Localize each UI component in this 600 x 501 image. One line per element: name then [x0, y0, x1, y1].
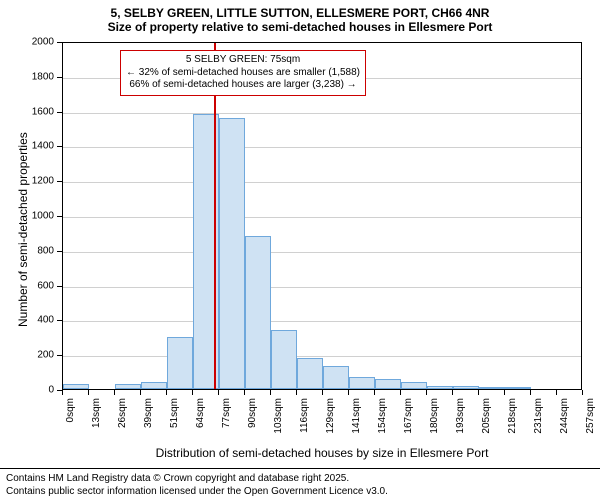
y-tick-mark [57, 251, 62, 252]
x-tick-label: 141sqm [351, 398, 362, 434]
x-tick-label: 13sqm [91, 398, 102, 428]
histogram-bar [427, 386, 452, 389]
x-tick-label: 77sqm [221, 398, 232, 428]
y-tick-mark [57, 77, 62, 78]
x-tick-mark [218, 390, 219, 395]
x-tick-label: 116sqm [299, 398, 310, 433]
y-tick-mark [57, 320, 62, 321]
x-tick-mark [88, 390, 89, 395]
callout-box: 5 SELBY GREEN: 75sqm← 32% of semi-detach… [120, 50, 366, 96]
gridline-h [63, 147, 581, 148]
x-tick-mark [244, 390, 245, 395]
histogram-bar [323, 366, 348, 389]
x-tick-label: 103sqm [273, 398, 284, 434]
x-tick-label: 39sqm [143, 398, 154, 428]
y-tick-label: 200 [24, 350, 54, 361]
y-tick-label: 1600 [24, 106, 54, 117]
x-tick-mark [582, 390, 583, 395]
x-tick-mark [166, 390, 167, 395]
x-tick-mark [504, 390, 505, 395]
histogram-bar [141, 382, 166, 389]
x-tick-mark [140, 390, 141, 395]
y-tick-label: 0 [24, 385, 54, 396]
y-tick-label: 1800 [24, 71, 54, 82]
gridline-h [63, 287, 581, 288]
y-tick-mark [57, 146, 62, 147]
histogram-bar [479, 387, 504, 389]
x-tick-mark [556, 390, 557, 395]
x-tick-label: 154sqm [377, 398, 388, 434]
x-tick-mark [374, 390, 375, 395]
chart-container: 5, SELBY GREEN, LITTLE SUTTON, ELLESMERE… [0, 0, 600, 500]
footer-line1: Contains HM Land Registry data © Crown c… [6, 472, 594, 485]
callout-line2: ← 32% of semi-detached houses are smalle… [126, 67, 360, 80]
histogram-bar [167, 337, 192, 389]
x-tick-mark [322, 390, 323, 395]
y-tick-label: 1000 [24, 211, 54, 222]
gridline-h [63, 182, 581, 183]
y-tick-label: 800 [24, 245, 54, 256]
x-tick-label: 231sqm [533, 398, 544, 434]
x-tick-label: 205sqm [481, 398, 492, 434]
chart-title-line1: 5, SELBY GREEN, LITTLE SUTTON, ELLESMERE… [0, 0, 600, 20]
x-tick-mark [62, 390, 63, 395]
x-tick-label: 218sqm [507, 398, 518, 434]
y-tick-mark [57, 42, 62, 43]
y-tick-label: 2000 [24, 37, 54, 48]
x-tick-mark [530, 390, 531, 395]
x-axis-label: Distribution of semi-detached houses by … [62, 446, 582, 460]
y-tick-mark [57, 286, 62, 287]
x-tick-label: 244sqm [559, 398, 570, 434]
x-tick-label: 193sqm [455, 398, 466, 434]
x-tick-mark [270, 390, 271, 395]
x-tick-mark [114, 390, 115, 395]
x-tick-label: 90sqm [247, 398, 258, 428]
histogram-bar [115, 384, 140, 389]
gridline-h [63, 217, 581, 218]
gridline-h [63, 321, 581, 322]
callout-line3: 66% of semi-detached houses are larger (… [126, 79, 360, 92]
histogram-bar [63, 384, 88, 389]
gridline-h [63, 252, 581, 253]
x-tick-label: 257sqm [585, 398, 596, 434]
x-tick-mark [400, 390, 401, 395]
chart-title-line2: Size of property relative to semi-detach… [0, 20, 600, 38]
histogram-bar [271, 330, 296, 389]
y-tick-mark [57, 112, 62, 113]
x-tick-label: 129sqm [325, 398, 336, 434]
histogram-bar [505, 387, 530, 389]
gridline-h [63, 113, 581, 114]
y-tick-label: 600 [24, 280, 54, 291]
x-tick-label: 51sqm [169, 398, 180, 428]
callout-line1: 5 SELBY GREEN: 75sqm [126, 54, 360, 67]
histogram-bar [453, 386, 478, 389]
chart-footer: Contains HM Land Registry data © Crown c… [0, 468, 600, 501]
y-tick-mark [57, 181, 62, 182]
x-tick-label: 167sqm [403, 398, 414, 434]
histogram-bar [219, 118, 244, 389]
x-tick-label: 180sqm [429, 398, 440, 434]
footer-line2: Contains public sector information licen… [6, 485, 594, 498]
x-tick-mark [348, 390, 349, 395]
y-tick-label: 400 [24, 315, 54, 326]
histogram-bar [401, 382, 426, 389]
x-tick-label: 64sqm [195, 398, 206, 428]
x-tick-mark [452, 390, 453, 395]
x-tick-label: 26sqm [117, 398, 128, 428]
y-tick-mark [57, 216, 62, 217]
y-tick-label: 1400 [24, 141, 54, 152]
histogram-bar [245, 236, 270, 389]
x-tick-mark [296, 390, 297, 395]
x-tick-mark [426, 390, 427, 395]
x-tick-label: 0sqm [65, 398, 76, 422]
histogram-bar [349, 377, 374, 389]
histogram-bar [297, 358, 322, 389]
histogram-bar [375, 379, 400, 389]
y-tick-label: 1200 [24, 176, 54, 187]
x-tick-mark [192, 390, 193, 395]
y-axis-label: Number of semi-detached properties [16, 133, 30, 328]
x-tick-mark [478, 390, 479, 395]
y-tick-mark [57, 355, 62, 356]
